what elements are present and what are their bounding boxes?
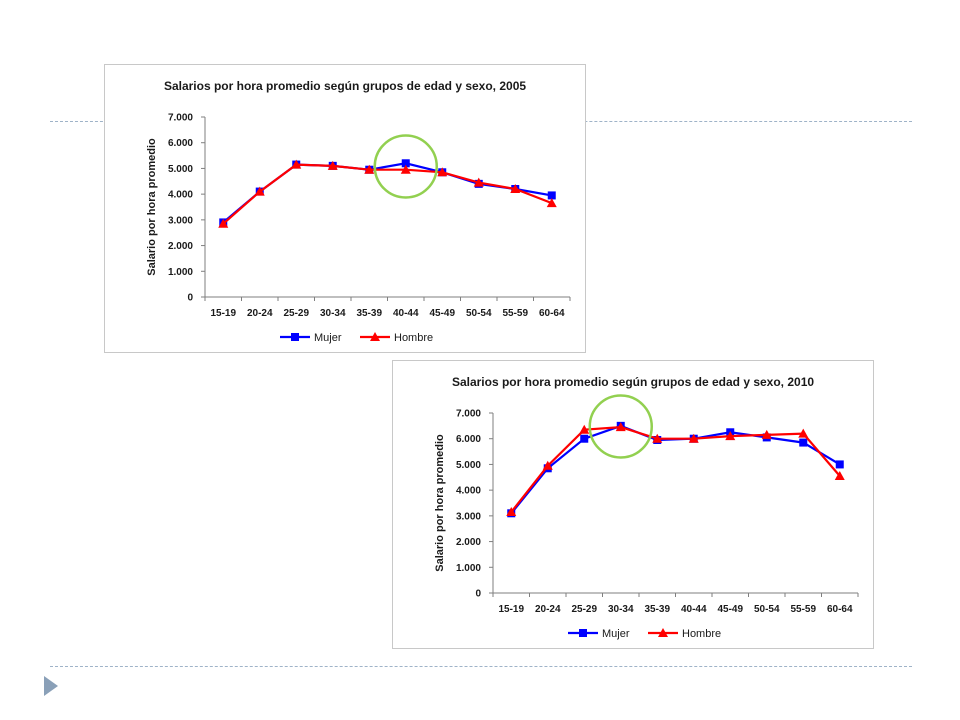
chart-2005-x-tick-label: 60-64: [539, 308, 565, 319]
chart-2010-point-hombre: [688, 433, 699, 443]
chart-2005-legend-mujer-label: Mujer: [314, 332, 342, 344]
chart-2010-legend-mujer-label: Mujer: [602, 628, 630, 640]
chart-2005-point-hombre: [327, 160, 338, 170]
chart-2005-point-mujer: [547, 191, 556, 200]
chart-2005-point-hombre: [546, 198, 557, 208]
chart-2010-point-hombre: [579, 424, 590, 434]
chart-2005-point-hombre: [364, 164, 375, 174]
chart-2005-y-tick-label: 3.000: [168, 215, 193, 226]
chart-2010-point-hombre: [725, 431, 736, 441]
chart-2010-point-hombre: [652, 433, 663, 443]
chart-2005-legend-hombre-label: Hombre: [394, 332, 433, 344]
chart-2005: Salarios por hora promedio según grupos …: [104, 64, 586, 353]
chart-2010-point-hombre: [834, 471, 845, 480]
chart-2010-x-tick-label: 60-64: [827, 604, 853, 615]
chart-2005-point-hombre: [218, 218, 229, 228]
chart-2010-y-tick-label: 2.000: [456, 537, 481, 548]
chart-2010-point-hombre: [542, 460, 553, 470]
chart-2010-x-tick-label: 25-29: [571, 604, 597, 615]
chart-2010-x-tick-label: 35-39: [644, 604, 670, 615]
chart-2005-legend-mujer-marker: [291, 333, 299, 341]
slide-bullet-icon: [44, 676, 58, 696]
chart-2010-title: Salarios por hora promedio según grupos …: [452, 375, 814, 389]
chart-2010-legend-hombre-marker: [658, 628, 668, 637]
chart-2005-y-tick-label: 2.000: [168, 241, 193, 252]
chart-2005-x-tick-label: 30-34: [320, 308, 346, 319]
chart-2005-y-tick-label: 4.000: [168, 190, 193, 201]
chart-2005-y-tick-label: 5.000: [168, 164, 193, 175]
chart-2010-y-tick-label: 5.000: [456, 460, 481, 471]
chart-2010-legend-hombre-label: Hombre: [682, 628, 721, 640]
chart-2010-series-hombre-line: [510, 425, 841, 513]
chart-2010-y-tick-label: 3.000: [456, 511, 481, 522]
chart-2005-point-hombre: [437, 167, 448, 177]
chart-2010-ylabel: Salario por hora promedio: [434, 434, 446, 572]
chart-2005-x-tick-label: 50-54: [466, 308, 492, 319]
chart-2010-legend-mujer-marker: [579, 629, 587, 637]
chart-2010-x-tick-label: 50-54: [754, 604, 780, 615]
chart-2005-point-hombre: [254, 186, 265, 196]
chart-2005-svg: Salarios por hora promedio según grupos …: [146, 79, 571, 344]
chart-2005-ylabel: Salario por hora promedio: [146, 138, 158, 276]
chart-2005-y-tick-label: 1.000: [168, 267, 193, 278]
chart-2005-y-tick-label: 0: [187, 293, 193, 304]
chart-2005-point-hombre: [400, 164, 411, 174]
chart-2010-x-tick-label: 15-19: [498, 604, 524, 615]
chart-2010-y-tick-label: 0: [475, 589, 481, 600]
chart-2005-title: Salarios por hora promedio según grupos …: [164, 79, 526, 93]
chart-2010-y-tick-label: 1.000: [456, 563, 481, 574]
chart-2010: Salarios por hora promedio según grupos …: [392, 360, 874, 649]
chart-2010-x-tick-label: 45-49: [717, 604, 743, 615]
chart-2010-point-mujer: [835, 460, 844, 469]
chart-2005-x-tick-label: 45-49: [429, 308, 455, 319]
chart-2010-y-tick-label: 7.000: [456, 409, 481, 420]
chart-2010-point-mujer: [799, 438, 808, 447]
bottom-divider: [50, 666, 912, 667]
chart-2005-x-tick-label: 40-44: [393, 308, 419, 319]
chart-2005-x-tick-label: 35-39: [356, 308, 382, 319]
chart-2005-point-mujer: [401, 159, 410, 168]
chart-2010-y-tick-label: 6.000: [456, 434, 481, 445]
chart-2005-y-tick-label: 6.000: [168, 138, 193, 149]
chart-2005-legend-hombre-marker: [370, 332, 380, 341]
chart-2005-y-tick-label: 7.000: [168, 113, 193, 124]
chart-2005-x-tick-label: 55-59: [502, 308, 528, 319]
chart-2005-highlight-circle: [373, 134, 438, 199]
chart-2005-point-hombre: [510, 184, 521, 193]
chart-2005-point-hombre: [291, 159, 302, 169]
chart-2010-x-tick-label: 40-44: [681, 604, 707, 615]
chart-2010-svg: Salarios por hora promedio según grupos …: [434, 375, 859, 640]
chart-2010-point-hombre: [506, 507, 517, 516]
chart-2010-point-hombre: [761, 429, 772, 439]
chart-2005-x-tick-label: 25-29: [283, 308, 309, 319]
chart-2005-x-tick-label: 20-24: [247, 308, 273, 319]
chart-2010-x-tick-label: 55-59: [790, 604, 816, 615]
chart-2005-series-hombre-line: [222, 163, 553, 225]
chart-2005-point-hombre: [473, 177, 484, 187]
chart-2010-point-hombre: [615, 422, 626, 432]
chart-2005-x-tick-label: 15-19: [210, 308, 236, 319]
chart-2010-highlight-circle: [588, 394, 653, 459]
chart-2010-x-tick-label: 30-34: [608, 604, 634, 615]
chart-2010-y-tick-label: 4.000: [456, 486, 481, 497]
chart-2010-point-mujer: [580, 434, 589, 443]
chart-2010-point-hombre: [798, 428, 809, 438]
chart-2010-x-tick-label: 20-24: [535, 604, 561, 615]
